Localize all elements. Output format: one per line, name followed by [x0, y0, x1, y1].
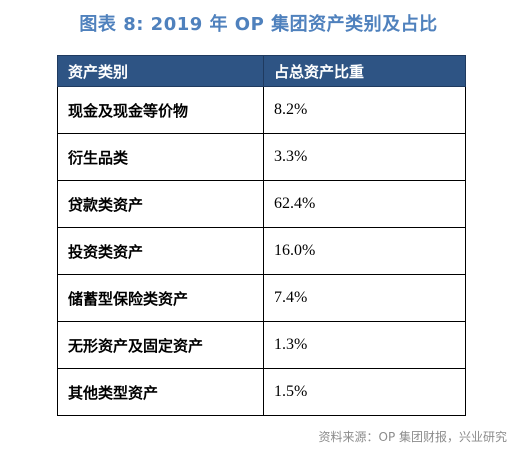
table-header-row: 资产类别 占总资产比重 [57, 55, 466, 87]
figure-title: 图表 8: 2019 年 OP 集团资产类别及占比 [79, 14, 438, 35]
category-cell: 无形资产及固定资产 [57, 321, 264, 369]
header-share-of-total-assets: 占总资产比重 [263, 55, 466, 87]
category-cell: 贷款类资产 [57, 180, 264, 228]
category-cell: 储蓄型保险类资产 [57, 274, 264, 322]
share-cell: 7.4% [263, 274, 466, 322]
table-row: 储蓄型保险类资产 7.4% [57, 274, 466, 322]
table-row: 无形资产及固定资产 1.3% [57, 321, 466, 369]
share-cell: 16.0% [263, 227, 466, 275]
header-asset-category: 资产类别 [57, 55, 264, 87]
source-note: 资料来源：OP 集团财报，兴业研究 [318, 430, 508, 444]
table-row: 贷款类资产 62.4% [57, 180, 466, 228]
share-cell: 62.4% [263, 180, 466, 228]
category-cell: 其他类型资产 [57, 368, 264, 416]
asset-allocation-table: 资产类别 占总资产比重 现金及现金等价物 8.2% 衍生品类 3.3% 贷款类资… [57, 55, 466, 416]
table-row: 投资类资产 16.0% [57, 227, 466, 275]
category-cell: 衍生品类 [57, 133, 264, 181]
share-cell: 8.2% [263, 86, 466, 134]
share-cell: 1.3% [263, 321, 466, 369]
category-cell: 现金及现金等价物 [57, 86, 264, 134]
share-cell: 1.5% [263, 368, 466, 416]
table-row: 现金及现金等价物 8.2% [57, 86, 466, 134]
table-row: 其他类型资产 1.5% [57, 368, 466, 416]
share-cell: 3.3% [263, 133, 466, 181]
category-cell: 投资类资产 [57, 227, 264, 275]
table-row: 衍生品类 3.3% [57, 133, 466, 181]
